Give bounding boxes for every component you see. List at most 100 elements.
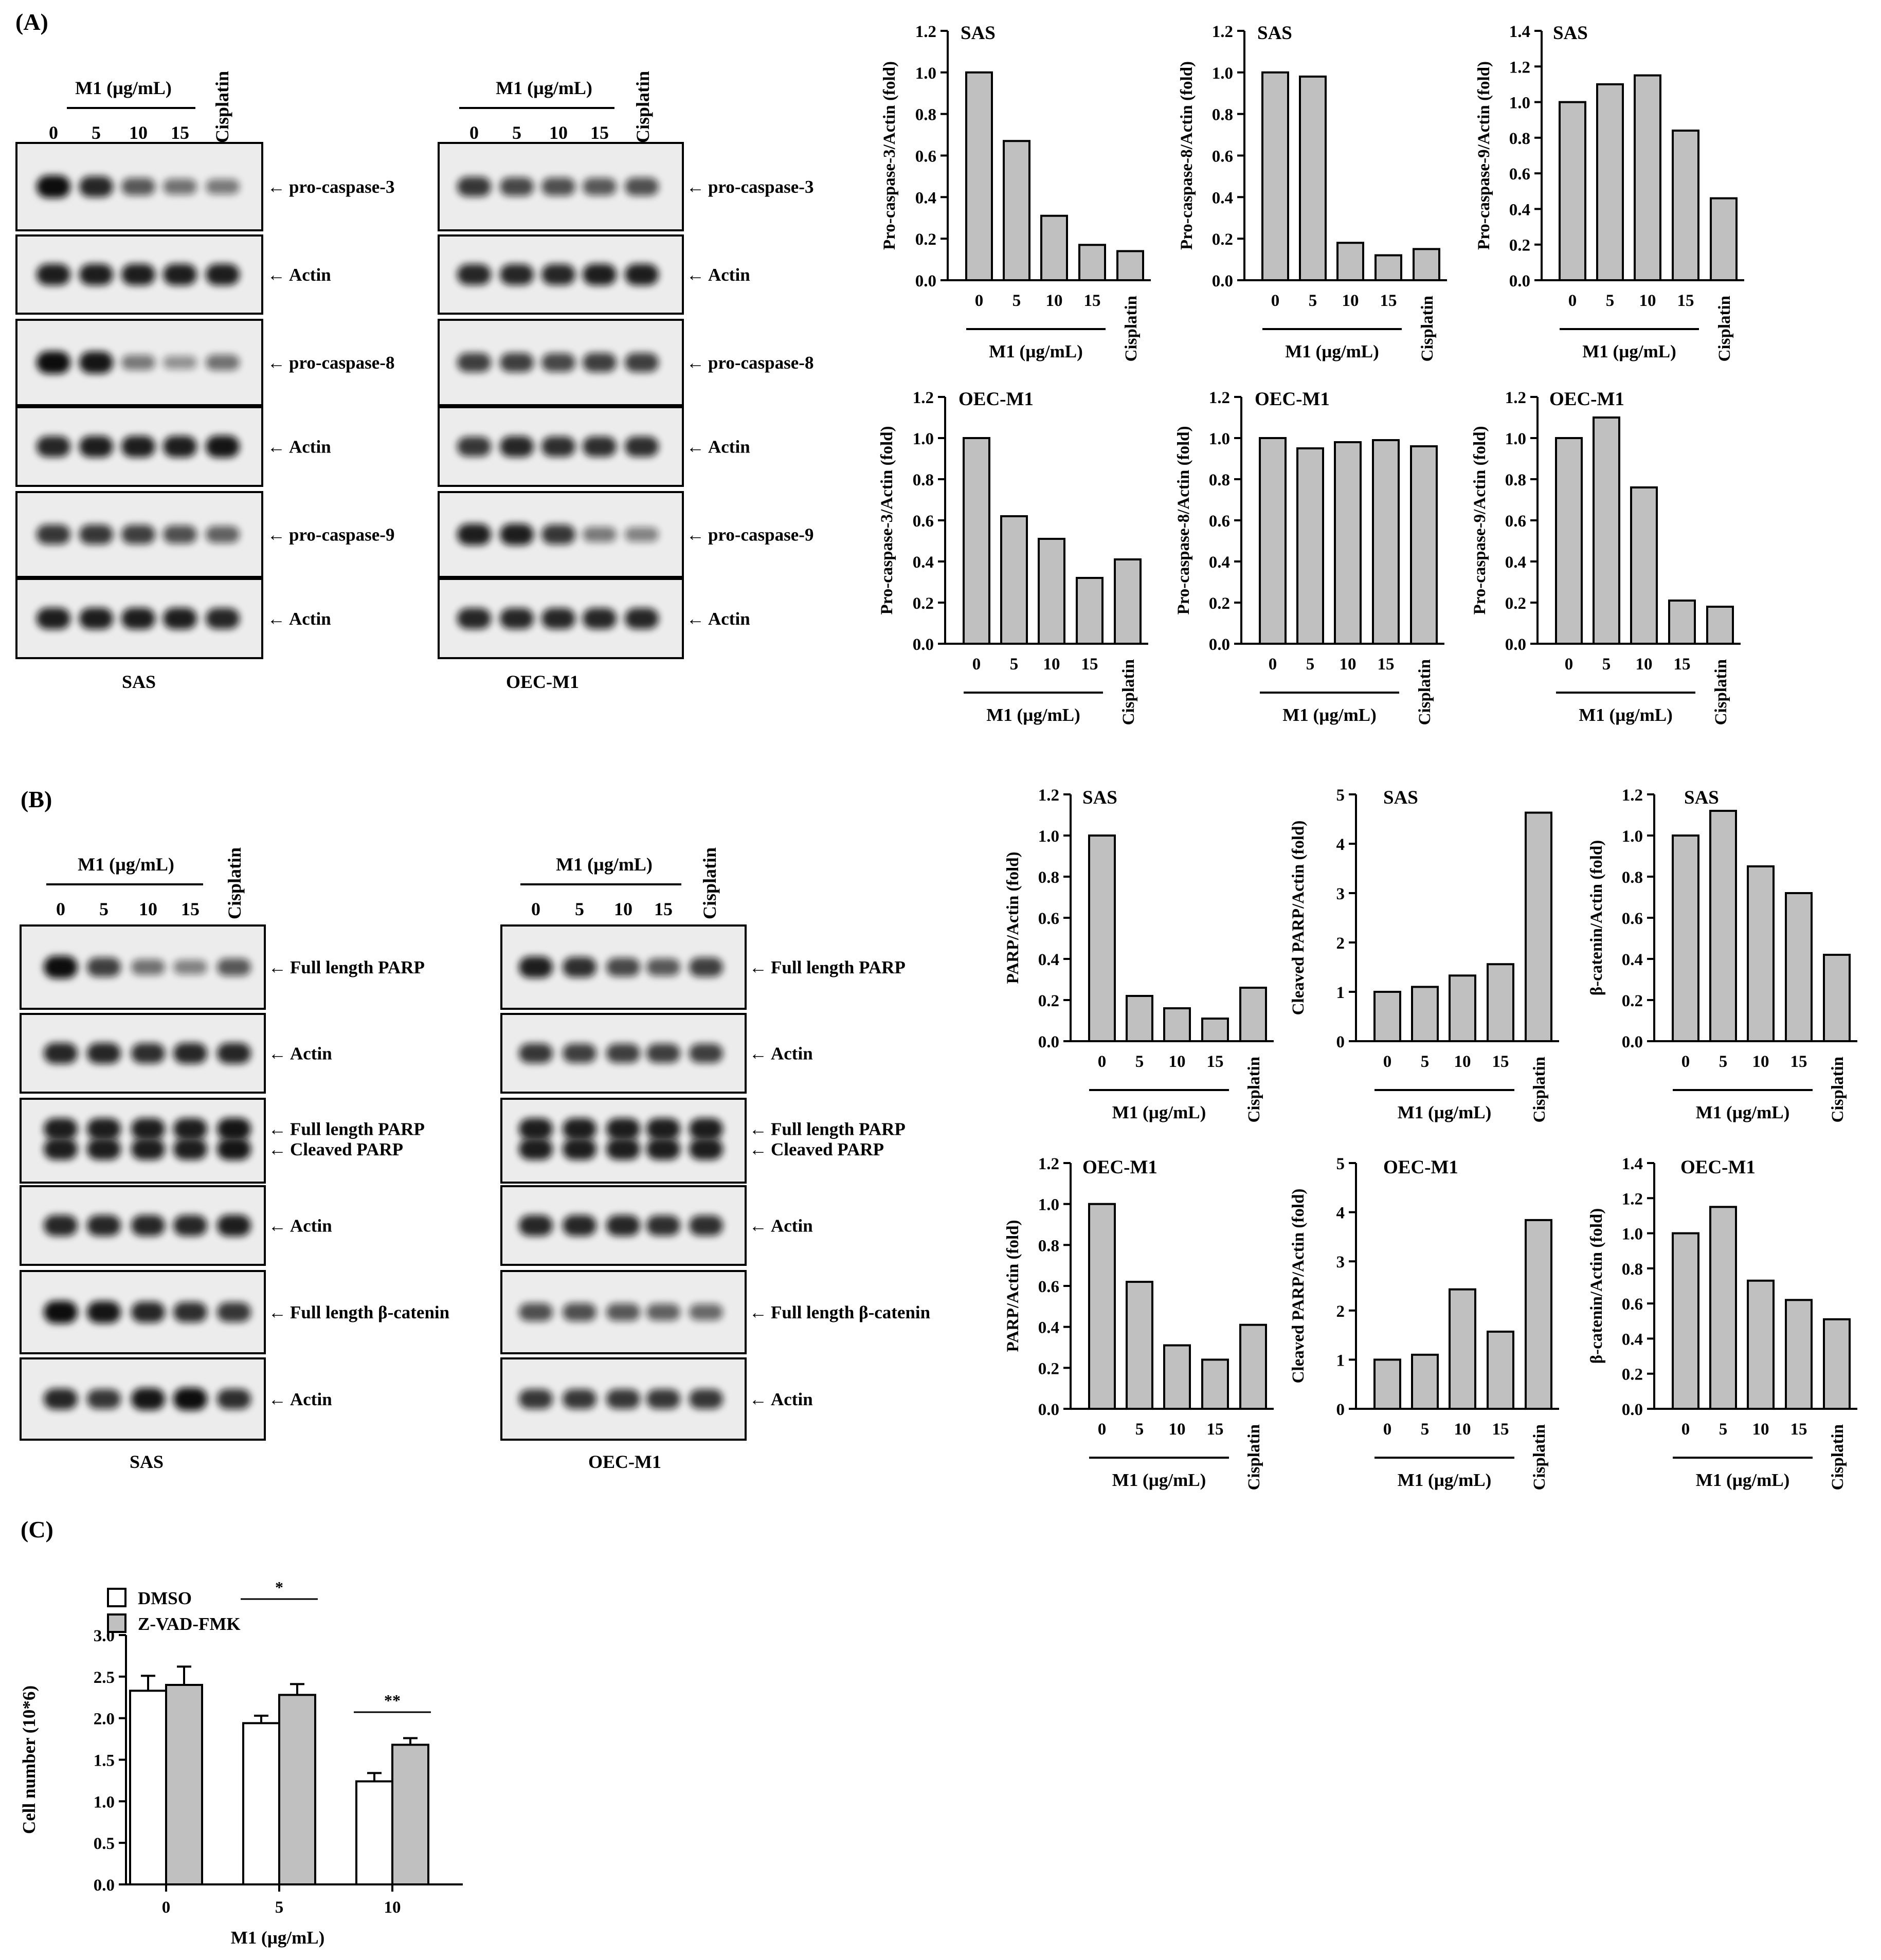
x-tick-label: 0 (1098, 1420, 1107, 1439)
x-tick-label-cisplatin: Cisplatin (1119, 659, 1138, 725)
blot-band (37, 175, 70, 198)
blot-band (87, 1389, 121, 1409)
band-label: Actin (708, 265, 750, 285)
x-tick-label: 10 (1752, 1420, 1769, 1439)
band-label-arrow: ← (686, 353, 704, 373)
y-axis-label: Pro-caspase-8/Actin (fold) (1174, 426, 1193, 615)
bar (1373, 991, 1401, 1042)
blot-band (79, 264, 113, 285)
y-tick-label: 1.0 (1505, 430, 1526, 448)
lane-label: 5 (575, 899, 584, 919)
y-tick-label: 1.2 (1509, 58, 1530, 77)
blot-band (625, 353, 659, 372)
band-label-arrow: ← (686, 265, 704, 285)
blot-band (519, 1389, 553, 1409)
band-label-arrow: ← (749, 1389, 767, 1409)
x-tick-label: 15 (1081, 655, 1098, 674)
chart-title: SAS (1257, 23, 1292, 44)
y-tick-label: 1.0 (1622, 827, 1643, 846)
bar (1487, 1330, 1514, 1410)
y-tick-label: 0.2 (1212, 230, 1233, 249)
panel-label-c: (C) (21, 1516, 53, 1542)
blot-band (646, 1215, 680, 1236)
blot-band (37, 436, 70, 457)
blot-strip: ← Actin (500, 1185, 813, 1266)
y-tick-label: 1.2 (1212, 23, 1233, 41)
blot-band (217, 1118, 251, 1140)
blot-strip: ← Actin (438, 234, 750, 315)
band-label-arrow: ← (749, 957, 767, 977)
significance-marker: * (275, 1578, 283, 1596)
x-tick-label: 5 (1309, 292, 1317, 310)
blot-band (206, 435, 240, 458)
y-tick-label: 1.5 (94, 1752, 115, 1770)
bar (1525, 1219, 1552, 1410)
blot-band (163, 608, 197, 629)
bar (963, 437, 990, 645)
blot-band (44, 1301, 78, 1323)
blot-band (689, 1304, 723, 1320)
x-tick-label: 5 (1306, 655, 1315, 674)
blot-band (583, 527, 617, 542)
blot-band (519, 1043, 553, 1063)
blot-band (541, 264, 575, 285)
blot-strip: ← Actin (15, 406, 331, 487)
x-tick-label: 10 (1169, 1052, 1186, 1071)
y-tick-label: 0.8 (1622, 1260, 1643, 1279)
blot-band (173, 959, 207, 975)
x-tick-label-cisplatin: Cisplatin (1416, 659, 1434, 725)
y-tick-label: 0.2 (913, 594, 934, 613)
y-tick-label: 0.8 (1209, 471, 1230, 489)
blot-strip: ← Full length PARP← Cleaved PARP (500, 1098, 906, 1184)
blot-strip: ← Actin (15, 578, 331, 659)
bar (1239, 1323, 1267, 1410)
blot-band (519, 1215, 553, 1236)
bar (1709, 810, 1737, 1042)
y-tick-label: 0.6 (1622, 910, 1643, 928)
lane-label: 10 (549, 122, 568, 143)
y-tick-label: 0.4 (1209, 553, 1230, 572)
band-label: Actin (289, 265, 331, 285)
lane-label: 15 (171, 122, 189, 143)
cisplatin-lane-label: Cisplatin (632, 71, 653, 143)
bar (1078, 244, 1106, 281)
bar (1296, 447, 1324, 645)
bar (1411, 1353, 1439, 1410)
bar (1706, 606, 1734, 645)
y-tick-label: 0.6 (1509, 165, 1530, 184)
band-label: Actin (290, 1389, 332, 1409)
blot-band (646, 1303, 680, 1321)
x-tick-label: 5 (1606, 292, 1615, 310)
lane-label: 5 (99, 899, 108, 919)
blot-band (217, 1214, 251, 1237)
blot-band (206, 526, 240, 543)
y-tick-label: 1.0 (1038, 1196, 1059, 1214)
legend-label: Z-VAD-FMK (138, 1614, 241, 1634)
band-label-arrow: ← (268, 1139, 286, 1159)
y-tick-label: 1.2 (915, 23, 936, 41)
blot-band (87, 957, 121, 977)
lane-label: 10 (129, 122, 148, 143)
blot-band (121, 435, 155, 458)
m1-header: M1 (µg/mL) (496, 78, 592, 98)
y-tick-label: 2.5 (94, 1668, 115, 1687)
y-tick-label: 0 (1336, 1033, 1345, 1051)
blot-band (606, 1215, 640, 1236)
blot-strip: ← pro-caspase-9 (15, 491, 394, 578)
blot-band (583, 353, 617, 372)
blot-band (163, 525, 197, 544)
blot-band (37, 351, 70, 374)
x-tick-label: 10 (1636, 655, 1653, 674)
bar (1372, 439, 1400, 645)
bar-chart-oec-pro-caspase-3: 0.0 0.2 0.4 0.6 0.8 1.0 1.2 0 5 10 15 Cisplatin M1 (… (878, 389, 1148, 725)
band-label: Actin (708, 437, 750, 457)
bar-chart-sas-pro-caspase-8: 0.0 0.2 0.4 0.6 0.8 1.0 1.2 0 5 10 15 Cisplatin M1 (… (1178, 23, 1447, 361)
cisplatin-lane-label: Cisplatin (699, 847, 720, 919)
bar (1336, 242, 1364, 281)
blot-band (131, 1215, 165, 1236)
x-tick-label-cisplatin: Cisplatin (1715, 296, 1734, 361)
blot-band (44, 1215, 78, 1236)
bar (1411, 986, 1439, 1043)
bar (1116, 250, 1144, 281)
y-tick-label: 2.0 (94, 1710, 115, 1729)
